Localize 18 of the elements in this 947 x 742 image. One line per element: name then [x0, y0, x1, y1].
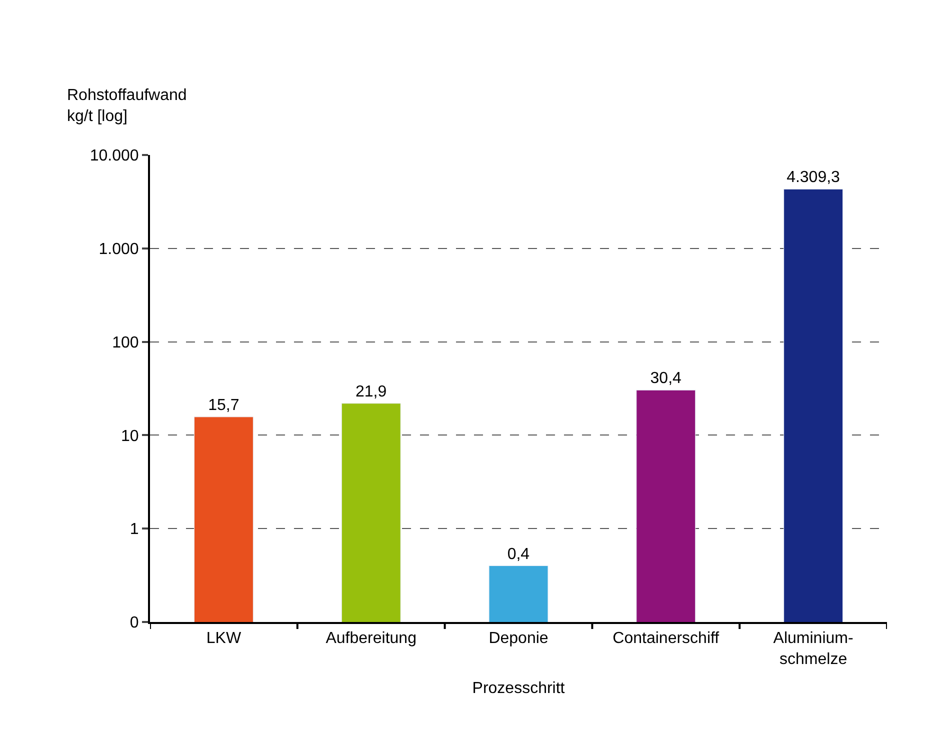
- data-label: 30,4: [650, 370, 682, 388]
- x-axis-title: Prozesschritt: [472, 680, 566, 698]
- x-tick-label: Deponie: [488, 630, 548, 648]
- y-tick-label: 1.000: [98, 241, 139, 258]
- y-tick-label: 1: [130, 521, 139, 538]
- y-tick-label: 10: [121, 428, 139, 445]
- data-label: 4.309,3: [786, 169, 840, 186]
- data-label: 15,7: [208, 396, 240, 414]
- data-label: 21,9: [355, 383, 387, 400]
- x-tick-label: Containerschiff: [612, 630, 720, 648]
- data-label: 0,4: [507, 546, 530, 563]
- y-tick-label: 0: [130, 614, 139, 632]
- x-tick-label: Aufbereitung: [326, 630, 416, 648]
- x-tick-label: LKW: [206, 630, 242, 648]
- y-axis-title: Rohstoffaufwand kg/t [log]: [67, 87, 187, 125]
- y-tick-label: 100: [112, 334, 139, 352]
- x-tick-label: Aluminium- schmelze: [773, 630, 854, 668]
- y-tick-label: 10.000: [90, 148, 139, 165]
